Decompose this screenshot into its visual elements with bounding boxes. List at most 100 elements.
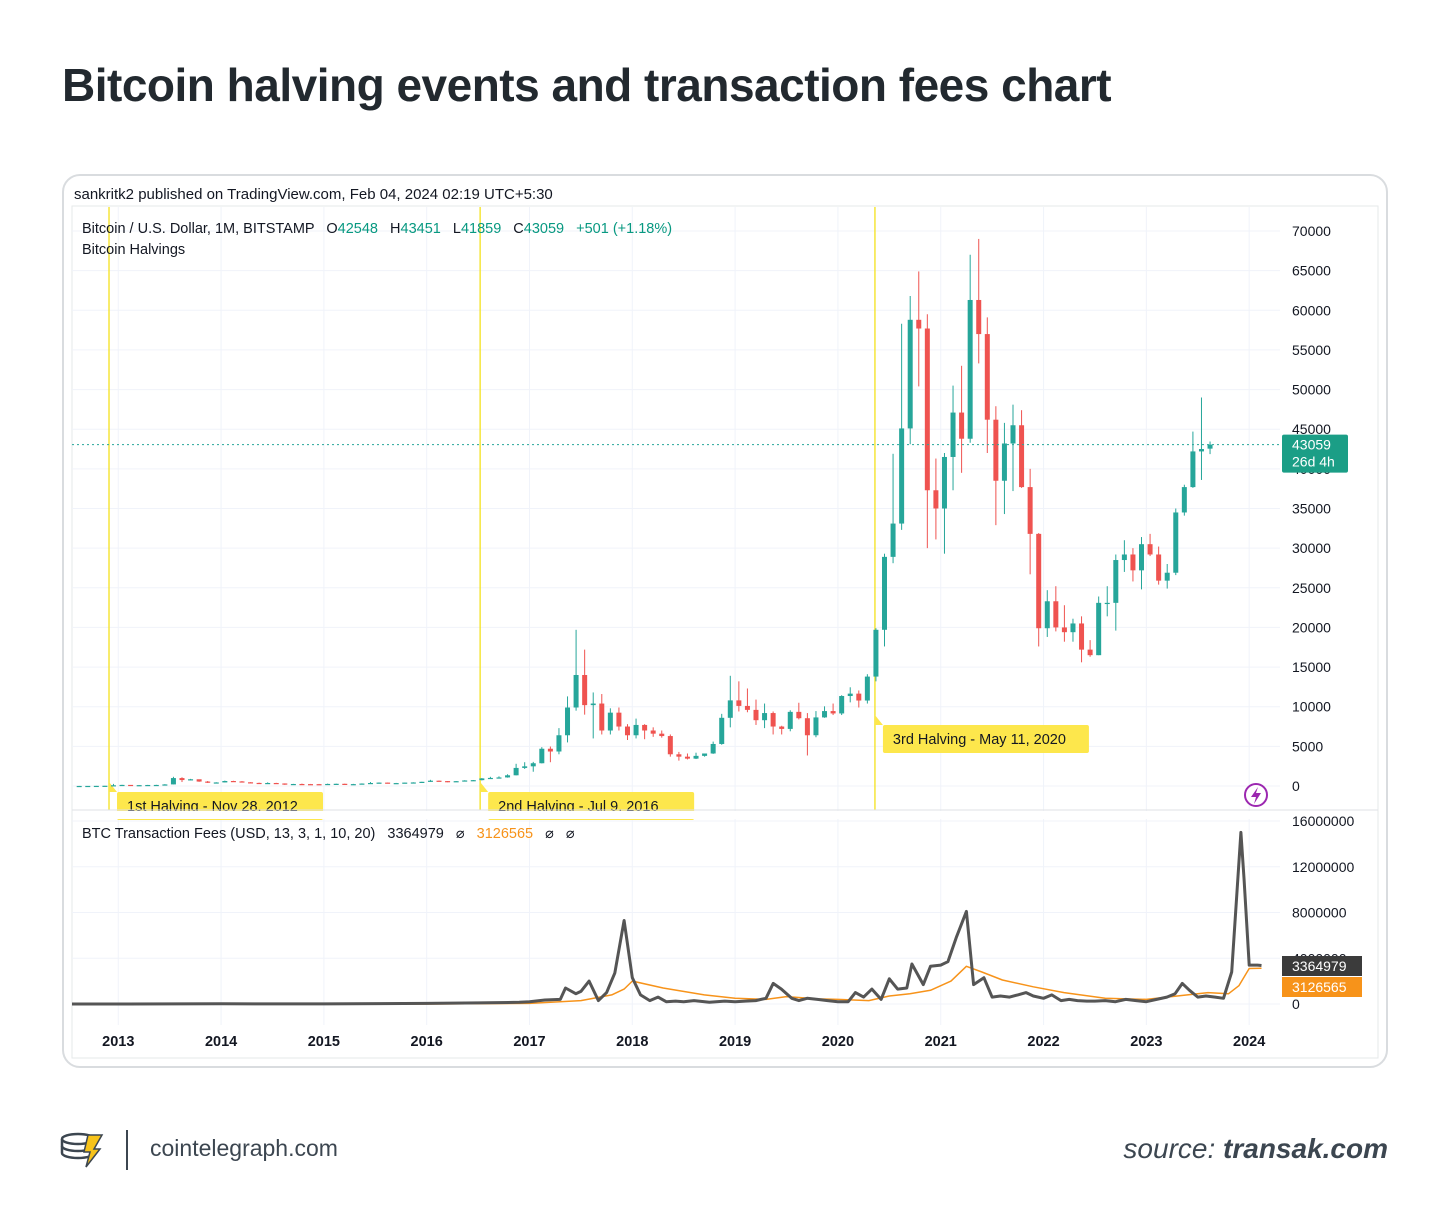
time-axis-tick: 2021 <box>925 1034 957 1050</box>
candle-body <box>248 782 254 784</box>
candle-body <box>950 412 956 457</box>
price-axis-tick: 5000 <box>1292 738 1323 754</box>
candle-body <box>1198 449 1204 452</box>
candle-body <box>342 783 348 785</box>
candle-body <box>650 730 656 734</box>
price-axis-tick: 0 <box>1292 778 1300 794</box>
candle-body <box>659 733 665 737</box>
halving-label-bg <box>882 725 1089 753</box>
close-value: 43059 <box>524 221 564 237</box>
candle-body <box>256 782 262 785</box>
fees-badge-dark-bg <box>1282 956 1362 976</box>
candle-body <box>684 756 690 759</box>
candle-body <box>513 767 519 776</box>
halving-pointer <box>480 782 489 792</box>
candle-body <box>556 735 562 752</box>
halving-pointer <box>109 782 118 792</box>
time-axis-tick: 2022 <box>1027 1034 1059 1050</box>
candle-body <box>642 724 648 731</box>
lightning-icon <box>1251 787 1261 804</box>
candle-body <box>530 763 536 767</box>
candle-body <box>873 629 879 677</box>
time-axis-tick: 2013 <box>102 1034 134 1050</box>
candle-body <box>719 717 725 744</box>
time-axis-tick: 2020 <box>822 1034 854 1050</box>
fees-axis-tick: 16000000 <box>1292 813 1355 829</box>
candle-body <box>933 490 939 509</box>
candle-body <box>702 753 708 756</box>
candle-body <box>385 782 391 784</box>
price-axis-tick: 35000 <box>1292 501 1331 517</box>
candle-body <box>547 748 553 752</box>
candle-body <box>453 781 459 783</box>
candle-body <box>1164 572 1170 581</box>
time-axis-tick: 2019 <box>719 1034 751 1050</box>
candle-body <box>136 785 142 787</box>
candle-body <box>239 781 245 783</box>
candle-body <box>265 782 271 785</box>
candle-body <box>1156 554 1162 581</box>
candle-body <box>1207 444 1213 449</box>
candle-body <box>667 736 673 755</box>
candle-body <box>839 696 845 714</box>
candle-body <box>393 783 399 785</box>
candle-body <box>487 777 493 780</box>
candle-body <box>350 784 356 786</box>
candle-body <box>1036 533 1042 629</box>
candle-body <box>308 784 314 786</box>
candle-body <box>427 780 433 782</box>
symbol-name: Bitcoin / U.S. Dollar, 1M, BITSTAMP <box>82 221 314 237</box>
price-axis-tick: 65000 <box>1292 263 1331 279</box>
fees-axis-tick: 0 <box>1292 996 1300 1012</box>
candle-body <box>1044 601 1050 629</box>
candle-body <box>110 785 116 787</box>
candle-body <box>770 713 776 727</box>
candle-body <box>573 675 579 708</box>
candle-body <box>230 781 236 783</box>
candle-body <box>419 781 425 783</box>
footer-brand[interactable]: cointelegraph.com <box>150 1135 338 1161</box>
candle-body <box>1147 544 1153 555</box>
candle-body <box>582 675 588 706</box>
candle-body <box>607 712 613 731</box>
candle-body <box>822 711 828 718</box>
candle-body <box>1019 425 1025 488</box>
candle-body <box>376 782 382 784</box>
fees-ma-value: 3126565 <box>477 826 533 842</box>
fees-badge-orange-bg <box>1282 977 1362 997</box>
candle-body <box>779 726 785 729</box>
candle-layer <box>76 238 1213 788</box>
fees-badge-dark: 3364979 <box>1292 958 1347 974</box>
candle-body <box>590 703 596 706</box>
candle-body <box>76 785 82 788</box>
candle-body <box>753 709 759 721</box>
candle-body <box>1079 623 1085 650</box>
fees-axis-tick: 8000000 <box>1292 905 1347 921</box>
candle-body <box>367 782 373 785</box>
axis-layer: 0500010000150002000025000300003500040000… <box>102 223 1354 1050</box>
candle-body <box>505 775 511 778</box>
price-axis-tick: 15000 <box>1292 659 1331 675</box>
candle-body <box>1173 512 1179 573</box>
candle-body <box>890 523 896 557</box>
time-axis-tick: 2024 <box>1233 1034 1265 1050</box>
candle-body <box>1027 487 1033 534</box>
candle-body <box>462 780 468 782</box>
candle-body <box>924 328 930 491</box>
low-label: L <box>453 221 461 237</box>
source-site[interactable]: transak.com <box>1223 1133 1388 1164</box>
candle-body <box>93 785 99 788</box>
close-label: C <box>513 221 523 237</box>
candle-body <box>710 743 716 754</box>
candle-body <box>1190 451 1196 488</box>
candle-body <box>984 334 990 420</box>
fees-layer <box>72 830 1262 1006</box>
grid-layer <box>72 207 1280 1025</box>
price-axis-tick: 70000 <box>1292 223 1331 239</box>
candle-body <box>273 782 279 785</box>
candle-body <box>1070 623 1076 633</box>
candle-body <box>410 782 416 784</box>
candle-body <box>299 783 305 786</box>
lightning-button[interactable] <box>1244 783 1268 807</box>
